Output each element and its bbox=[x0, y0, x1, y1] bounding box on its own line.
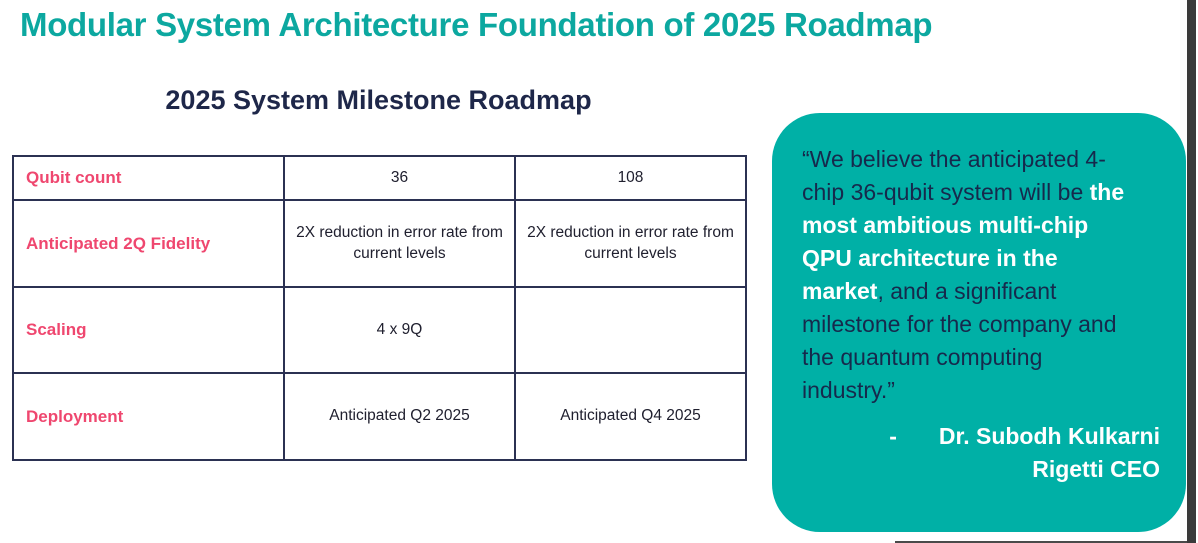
cell-fidelity-col1: 2X reduction in error rate from current … bbox=[283, 199, 516, 288]
row-label-scaling: Scaling bbox=[12, 286, 285, 374]
cell-fidelity-col2: 2X reduction in error rate from current … bbox=[514, 199, 747, 288]
cell-deployment-col2: Anticipated Q4 2025 bbox=[514, 372, 747, 461]
attribution-name: Dr. Subodh Kulkarni bbox=[938, 423, 1160, 449]
quote-segment-highlight: the most ambitious multi-chip QPU archit… bbox=[802, 179, 1125, 304]
quote-text: “We believe the anticipated 4-chip 36-qu… bbox=[802, 143, 1138, 407]
row-label-deployment: Deployment bbox=[12, 372, 285, 461]
attribution-name-line: - Dr. Subodh Kulkarni bbox=[802, 420, 1160, 453]
slide-frame-bottom-border bbox=[895, 541, 1187, 543]
quote-attribution: - Dr. Subodh Kulkarni Rigetti CEO bbox=[802, 420, 1160, 486]
table-row-deployment: Deployment Anticipated Q2 2025 Anticipat… bbox=[12, 372, 747, 461]
section-title: 2025 System Milestone Roadmap bbox=[165, 85, 592, 115]
milestone-table: Qubit count 36 108 Anticipated 2Q Fideli… bbox=[12, 155, 747, 461]
cell-deployment-col1: Anticipated Q2 2025 bbox=[283, 372, 516, 461]
quote-segment-normal-1: “We believe the anticipated 4-chip 36-qu… bbox=[802, 146, 1106, 205]
attribution-dash: - bbox=[889, 423, 897, 449]
page-title: Modular System Architecture Foundation o… bbox=[20, 6, 933, 43]
quote-segment-normal-2: , and a significant milestone for the co… bbox=[802, 278, 1117, 403]
cell-qubit-count-col1: 36 bbox=[283, 155, 516, 201]
slide-frame-right-border bbox=[1187, 0, 1196, 543]
cell-scaling-col2 bbox=[514, 286, 747, 374]
table-row-fidelity: Anticipated 2Q Fidelity 2X reduction in … bbox=[12, 199, 747, 288]
table-row-qubit-count: Qubit count 36 108 bbox=[12, 155, 747, 201]
row-label-fidelity: Anticipated 2Q Fidelity bbox=[12, 199, 285, 288]
cell-qubit-count-col2: 108 bbox=[514, 155, 747, 201]
quote-card: “We believe the anticipated 4-chip 36-qu… bbox=[772, 113, 1186, 532]
attribution-role: Rigetti CEO bbox=[1032, 456, 1160, 482]
cell-scaling-col1: 4 x 9Q bbox=[283, 286, 516, 374]
row-label-qubit-count: Qubit count bbox=[12, 155, 285, 201]
table-row-scaling: Scaling 4 x 9Q bbox=[12, 286, 747, 374]
